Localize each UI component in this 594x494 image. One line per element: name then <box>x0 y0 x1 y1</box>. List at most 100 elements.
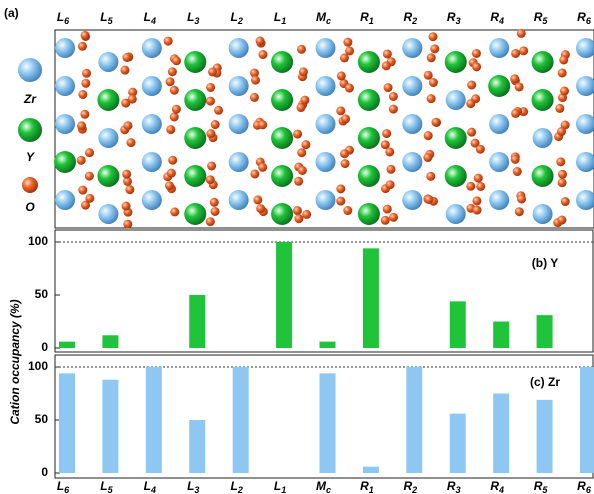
zr-atom <box>316 76 336 96</box>
x-tick-label: R3 <box>447 479 461 494</box>
o-atom <box>558 68 567 77</box>
o-atom <box>297 45 306 54</box>
o-atom <box>293 206 302 215</box>
y-atom <box>271 89 293 111</box>
zr-atom <box>402 152 422 172</box>
y-atom <box>184 203 206 225</box>
column-label: R3 <box>447 10 461 26</box>
o-atom <box>430 44 439 53</box>
y-atom <box>54 151 76 173</box>
panel-label: (c) Zr <box>530 375 560 389</box>
y-tick-label: 0 <box>41 340 48 354</box>
o-atom <box>81 79 90 88</box>
o-atom <box>170 113 179 122</box>
y-atom <box>445 127 467 149</box>
o-atom <box>250 169 259 178</box>
zr-atom <box>489 38 509 58</box>
zr-atom <box>316 38 336 58</box>
x-tick-label: Mc <box>316 479 331 494</box>
legend-label: Zr <box>23 92 37 106</box>
y-atom <box>358 51 380 73</box>
bar <box>189 420 205 473</box>
o-atom <box>431 118 440 127</box>
bar <box>102 335 118 348</box>
o-atom <box>211 207 220 216</box>
bar <box>102 380 118 473</box>
zr-atom <box>98 52 118 72</box>
o-atom <box>172 105 181 114</box>
o-atom <box>473 206 482 215</box>
o-atom <box>207 161 216 170</box>
y-atom <box>358 89 380 111</box>
column-label: R5 <box>534 10 549 26</box>
o-atom <box>384 83 393 92</box>
o-atom <box>170 86 179 95</box>
o-atom <box>515 82 524 91</box>
o-atom <box>294 177 303 186</box>
o-atom <box>336 106 345 115</box>
x-tick-label: L1 <box>274 479 286 494</box>
o-atom <box>466 182 475 191</box>
o-atom <box>214 106 223 115</box>
bar <box>320 342 336 348</box>
o-atom <box>429 78 438 87</box>
o-atom <box>343 38 352 47</box>
o-atom <box>170 207 179 216</box>
o-atom <box>389 105 398 114</box>
o-atom <box>122 53 131 62</box>
column-label: R6 <box>577 10 592 26</box>
o-atom <box>127 138 136 147</box>
y-tick-label: 50 <box>35 412 49 426</box>
zr-atom <box>55 38 75 58</box>
o-atom <box>557 216 566 225</box>
o-atom <box>120 66 129 75</box>
bar <box>233 367 249 473</box>
o-atom <box>559 55 568 64</box>
o-atom <box>424 71 433 80</box>
y-tick-label: 0 <box>41 465 48 479</box>
y-atom <box>532 89 554 111</box>
o-atom <box>424 195 433 204</box>
bar <box>493 322 509 349</box>
o-atom <box>258 163 267 172</box>
zr-atom <box>316 152 336 172</box>
o-atom <box>557 127 566 136</box>
column-label: L3 <box>187 10 199 26</box>
o-atom <box>294 214 303 223</box>
o-atom <box>340 53 349 62</box>
x-tick-label: L5 <box>100 479 113 494</box>
y-axis-label: Cation occupancy (%) <box>8 299 22 424</box>
o-atom <box>211 120 220 129</box>
zr-atom <box>533 204 553 224</box>
o-atom <box>256 37 265 46</box>
o-atom <box>80 110 89 119</box>
zr-atom <box>229 76 249 96</box>
legend-zr-atom <box>18 58 42 82</box>
x-tick-label: R2 <box>403 479 417 494</box>
o-atom <box>168 67 177 76</box>
y-atom <box>488 75 510 97</box>
y-tick-label: 100 <box>28 234 48 248</box>
column-label: R1 <box>360 10 374 26</box>
zr-atom <box>446 204 466 224</box>
y-atom <box>358 127 380 149</box>
y-atom <box>445 51 467 73</box>
o-atom <box>206 129 215 138</box>
o-atom <box>210 198 219 207</box>
column-label: L6 <box>57 10 70 26</box>
o-atom <box>206 83 215 92</box>
o-atom <box>517 194 526 203</box>
bar <box>537 400 553 473</box>
y-atom <box>358 203 380 225</box>
zr-atom <box>402 76 422 96</box>
column-label: L4 <box>144 10 156 26</box>
o-atom <box>256 204 265 213</box>
o-atom <box>476 145 485 154</box>
o-atom <box>121 99 130 108</box>
zr-atom <box>489 114 509 134</box>
o-atom <box>556 157 565 166</box>
o-atom <box>510 74 519 83</box>
legend-y-atom <box>18 118 42 142</box>
o-atom <box>206 175 215 184</box>
y-atom <box>97 89 119 111</box>
